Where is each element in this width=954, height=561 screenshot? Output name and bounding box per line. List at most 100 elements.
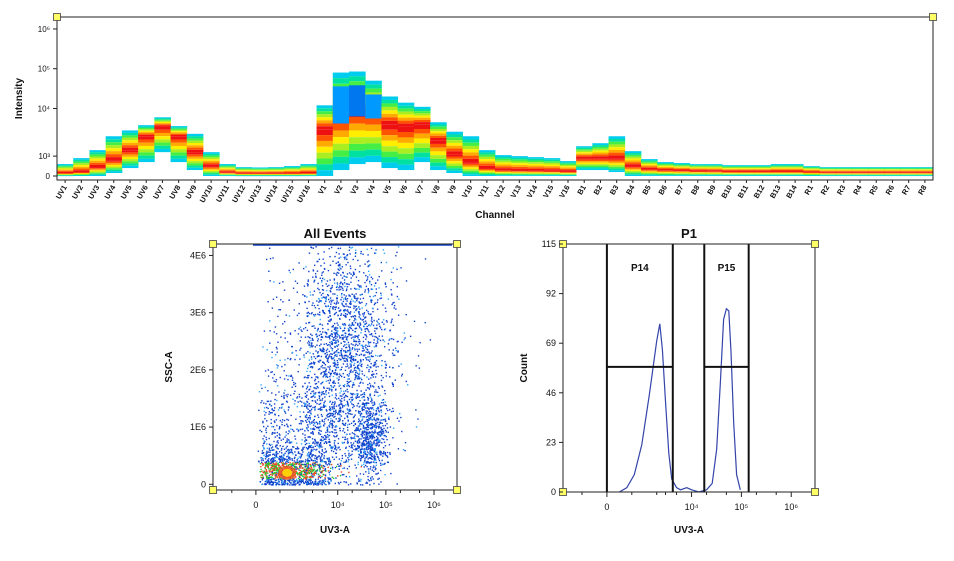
heatmap-cell [398, 124, 415, 127]
scatter-point [364, 317, 365, 318]
heatmap-cell [446, 156, 463, 158]
heatmap-cell [917, 172, 934, 173]
heatmap-column-v6 [398, 103, 415, 170]
scatter-point [315, 334, 316, 335]
scatter-point [331, 330, 332, 331]
scatter-point [382, 419, 383, 420]
scatter-point [357, 378, 358, 379]
scatter-point [367, 276, 368, 277]
scatter-point [308, 426, 309, 427]
scatter-point [272, 460, 273, 461]
scatter-point [359, 341, 360, 342]
scatter-point [363, 426, 364, 427]
scatter-point [265, 474, 266, 475]
scatter-point [404, 332, 405, 333]
scatter-point [378, 388, 379, 389]
scatter-point [326, 394, 327, 395]
scatter-point [325, 451, 326, 452]
scatter-point [365, 421, 366, 422]
scatter-point [324, 367, 325, 368]
scatter-point [362, 435, 363, 436]
scatter-point [389, 376, 390, 377]
scatter-point [265, 472, 266, 473]
scatter-point [332, 326, 333, 327]
heatmap-cell [268, 173, 285, 174]
scatter-point [293, 288, 294, 289]
heatmap-cell [657, 173, 674, 174]
scatter-point [425, 258, 426, 259]
scatter-point [359, 425, 360, 426]
scatter-point [299, 479, 300, 480]
scatter-point [339, 337, 340, 338]
scatter-point [288, 375, 289, 376]
scatter-point [317, 270, 318, 271]
scatter-point [332, 285, 333, 286]
scatter-point [313, 424, 314, 425]
scatter-point [357, 397, 358, 398]
gate-handle[interactable] [930, 14, 937, 21]
scatter-point [348, 334, 349, 335]
scatter-point [262, 458, 263, 459]
scatter-point [362, 294, 363, 295]
scatter-point [367, 437, 368, 438]
scatter-point [324, 279, 325, 280]
heatmap-cell [836, 176, 853, 177]
scatter-point [367, 399, 368, 400]
scatter-point [273, 441, 274, 442]
heatmap-cell [171, 126, 188, 127]
heatmap-cell [852, 168, 869, 169]
heatmap-column-r5 [868, 167, 885, 176]
gate-handle[interactable] [54, 14, 61, 21]
scatter-point [354, 337, 355, 338]
scatter-point [298, 469, 299, 470]
scatter-point [360, 413, 361, 414]
heatmap-cell [138, 129, 155, 130]
scatter-point [380, 430, 381, 431]
scatter-point [274, 455, 275, 456]
scatter-point [331, 341, 332, 342]
scatter-point [291, 484, 292, 485]
heatmap-cell [446, 143, 463, 146]
scatter-point [384, 253, 385, 254]
scatter-point [318, 476, 319, 477]
scatter-point [321, 394, 322, 395]
heatmap-cell [609, 167, 626, 169]
scatter-point [274, 429, 275, 430]
scatter-point [358, 289, 359, 290]
scatter-point [340, 282, 341, 283]
heatmap-cell [203, 171, 220, 172]
scatter-point [332, 427, 333, 428]
scatter-point [352, 347, 353, 348]
heatmap-cell [171, 149, 188, 152]
scatter-point [271, 419, 272, 420]
scatter-point [392, 367, 393, 368]
heatmap-cell [252, 176, 269, 177]
scatter-point [331, 336, 332, 337]
scatter-point [307, 285, 308, 286]
heatmap-cell [57, 171, 74, 172]
x-tick-label: UV12 [230, 183, 247, 204]
heatmap-cell [673, 174, 690, 175]
heatmap-cell [252, 170, 269, 171]
scatter-point [328, 388, 329, 389]
heatmap-cell [154, 143, 171, 146]
scatter-point [368, 341, 369, 342]
scatter-point [357, 440, 358, 441]
heatmap-cell [333, 124, 350, 131]
scatter-point [368, 292, 369, 293]
heatmap-cell [852, 173, 869, 174]
heatmap-column-r3 [836, 167, 853, 176]
scatter-point [288, 457, 289, 458]
scatter-point [323, 425, 324, 426]
scatter-point [326, 458, 327, 459]
scatter-point [306, 371, 307, 372]
scatter-point [369, 352, 370, 353]
scatter-point [335, 446, 336, 447]
heatmap-column-v1 [317, 105, 334, 176]
heatmap-cell [803, 170, 820, 171]
heatmap-cell [609, 144, 626, 147]
scatter-point [290, 425, 291, 426]
scatter-point [317, 423, 318, 424]
scatter-point [327, 286, 328, 287]
scatter-point [263, 435, 264, 436]
